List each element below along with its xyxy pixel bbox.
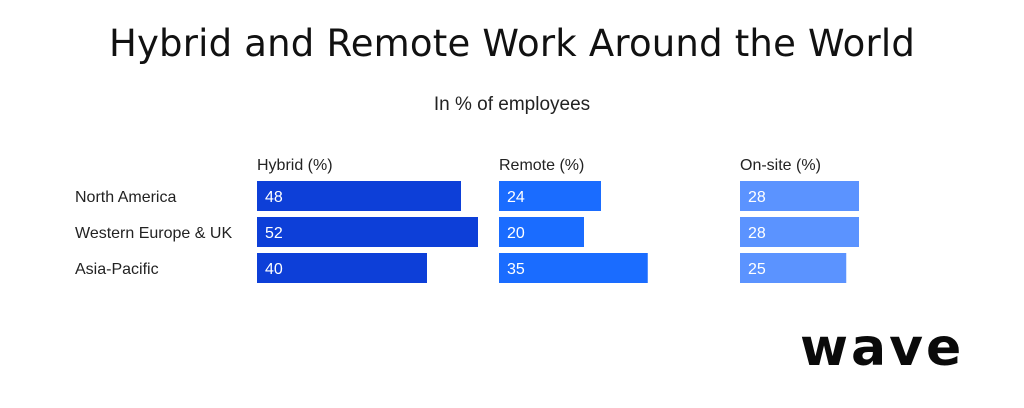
bar [499,181,601,211]
data-label: 24 [507,189,525,206]
data-label: 20 [507,225,525,242]
bar [740,217,859,247]
series-header: Hybrid (%) [257,157,333,174]
bar [257,181,461,211]
bar [499,253,648,283]
bar [740,253,847,283]
category-label: Western Europe & UK [75,225,232,242]
data-label: 28 [748,225,766,242]
series-header: Remote (%) [499,157,584,174]
data-label: 40 [265,261,283,278]
bar [740,181,859,211]
data-label: 25 [748,261,766,278]
data-label: 48 [265,189,283,206]
series-header: On-site (%) [740,157,821,174]
data-label: 35 [507,261,525,278]
data-label: 52 [265,225,283,242]
chart-title: Hybrid and Remote Work Around the World [108,22,916,65]
data-label: 28 [748,189,766,206]
bar [499,217,584,247]
category-label: North America [75,189,176,206]
wave-logo: wave [800,318,965,378]
bar [257,253,427,283]
chart-subtitle: In % of employees [433,94,591,115]
bar [257,217,478,247]
category-label: Asia-Pacific [75,261,159,278]
